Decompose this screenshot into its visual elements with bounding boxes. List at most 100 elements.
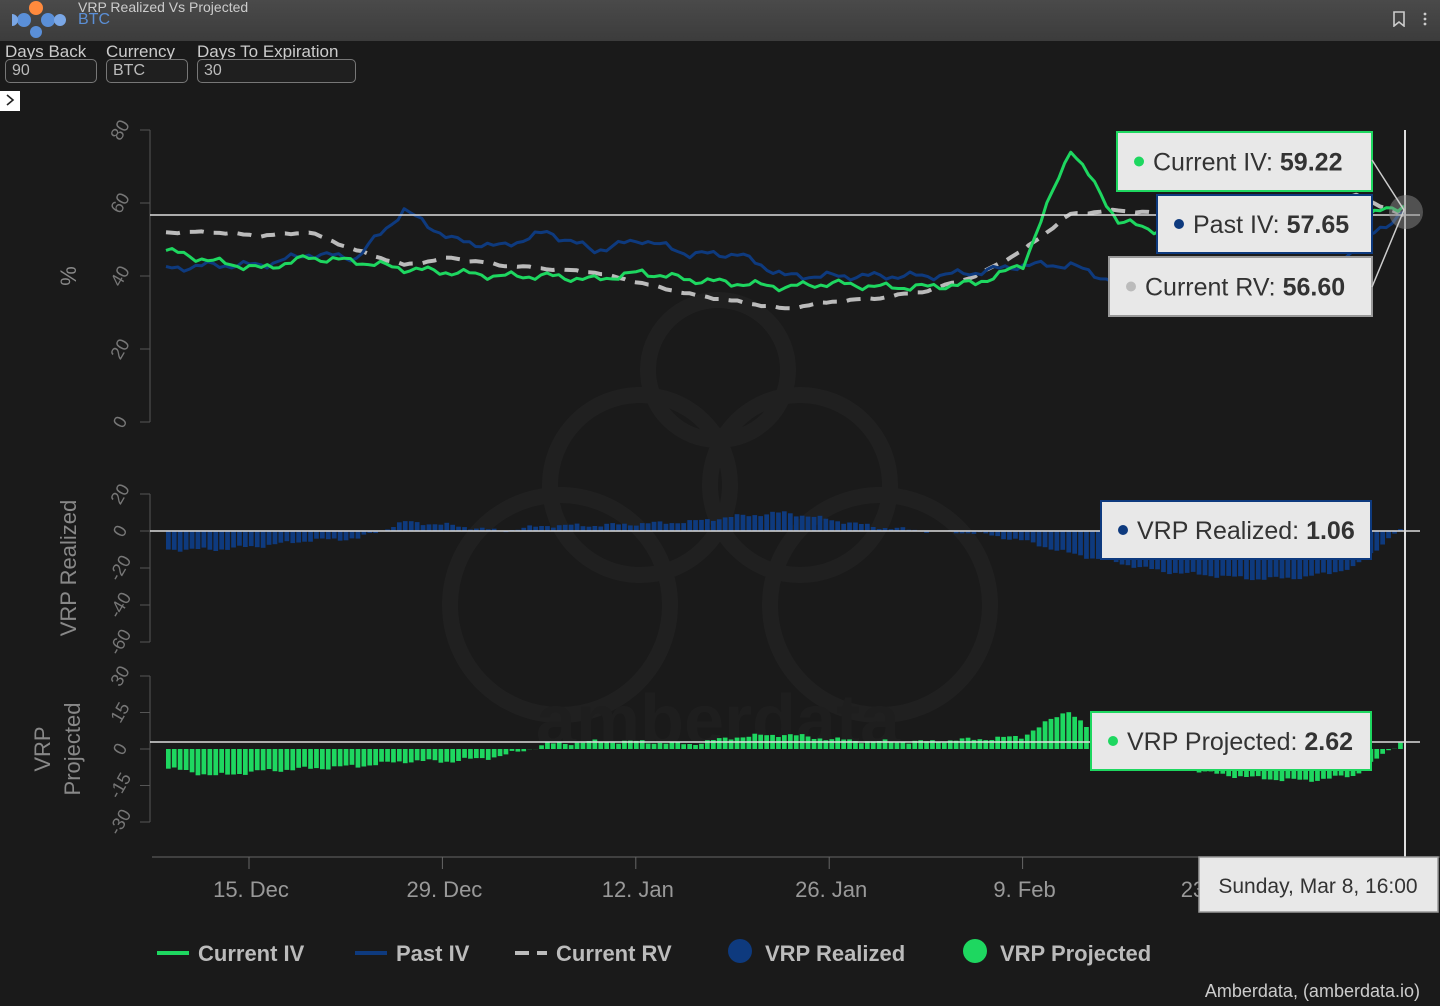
column-bar [811,516,817,531]
column-bar [166,531,171,550]
column-bar [817,515,823,531]
column-bar [657,742,663,749]
tooltip-value: 1.06 [1306,517,1355,545]
column-bar [213,749,219,776]
column-bar [438,749,444,763]
column-bar [231,749,236,775]
column-bar [545,526,550,531]
column-bar [693,520,698,531]
more-options-icon[interactable] [1422,11,1428,31]
legend-label: Current RV [556,941,672,966]
column-bar [397,749,402,762]
column-bar [574,742,580,749]
chart-credit[interactable]: Amberdata, (amberdata.io) [1204,981,1420,1001]
column-bar [308,531,313,542]
column-bar [278,531,284,543]
y-tick-label: 0 [109,522,131,541]
column-bar [533,526,538,531]
column-bar [237,749,242,774]
column-bar [580,526,586,531]
column-bar [456,749,461,761]
legend-item-current-iv[interactable]: Current IV [157,941,305,966]
column-bar [272,531,278,545]
x-tick-label: 12. Jan [602,877,674,902]
column-bar [853,522,858,531]
column-bar [1001,736,1006,749]
watermark-ring [762,487,998,723]
tooltip-label: Current RV: [1145,274,1283,302]
column-bar [610,742,615,749]
column-bar [687,744,692,749]
column-bar [1030,531,1036,543]
currency-input[interactable] [106,59,188,83]
column-bar [888,742,894,749]
column-bar [835,737,840,749]
column-bar [1054,531,1060,551]
chart-legend: Current IV Past IV Current RV VRP Realized V… [157,939,1151,966]
column-bar [515,749,521,752]
column-bar [657,521,663,531]
legend-item-current-rv[interactable]: Current RV [515,941,672,966]
legend-label: VRP Projected [1000,941,1151,966]
tooltip-text: Past IV: 57.65 [1193,211,1349,239]
column-bar [746,516,752,531]
column-bar [598,742,604,749]
column-bar [900,527,906,531]
column-bar [231,531,236,548]
column-bar [497,749,503,757]
column-bar [776,737,781,749]
column-bar [711,740,716,749]
tooltip-dot [1134,156,1144,167]
column-bar [971,739,977,749]
column-bar [438,524,444,531]
column-bar [746,736,752,749]
column-bar [201,531,207,548]
days-to-expiration-input[interactable] [197,59,356,83]
days-back-input[interactable] [5,59,97,83]
column-bar [1030,730,1036,749]
column-bar [705,519,710,531]
tooltip-value: 57.65 [1287,211,1350,239]
legend-item-past-iv[interactable]: Past IV [355,941,470,966]
column-bar [402,521,408,531]
column-bar [699,743,704,749]
column-bar [171,749,177,768]
column-bar [296,531,301,543]
column-bar [474,528,479,531]
legend-item-vrp-projected[interactable]: VRP Projected [963,939,1151,966]
column-bar [1084,531,1089,559]
column-bar [177,531,183,552]
column-bar [556,742,562,749]
column-bar [894,742,900,749]
column-bar [420,525,426,531]
column-bar [408,521,414,531]
column-bar [373,749,378,766]
expand-panel-button[interactable] [0,91,20,111]
column-bar [296,749,301,768]
column-bar [622,740,627,749]
legend-symbol [728,939,752,963]
column-bar [1398,529,1403,531]
column-bar [325,531,331,540]
column-bar [1078,531,1083,556]
legend-item-vrp-realized[interactable]: VRP Realized [728,939,905,966]
column-bar [367,749,373,766]
column-bar [189,531,195,549]
column-bar [965,531,971,534]
x-tick-label: 26. Jan [795,877,867,902]
column-bar [177,749,183,770]
tooltip-dot [1108,736,1118,746]
column-bar [1398,742,1403,749]
column-bar [385,749,390,762]
column-bar [551,527,556,531]
bookmark-icon[interactable] [1392,11,1406,31]
column-bar [1042,721,1048,749]
tooltip-vrp-projected: VRP Projected: 2.62 [1090,711,1372,771]
column-bar [859,743,864,749]
column-bar [622,523,627,531]
column-bar [450,749,455,763]
column-bar [302,749,307,767]
column-bar [663,523,669,531]
column-bar [349,531,355,539]
